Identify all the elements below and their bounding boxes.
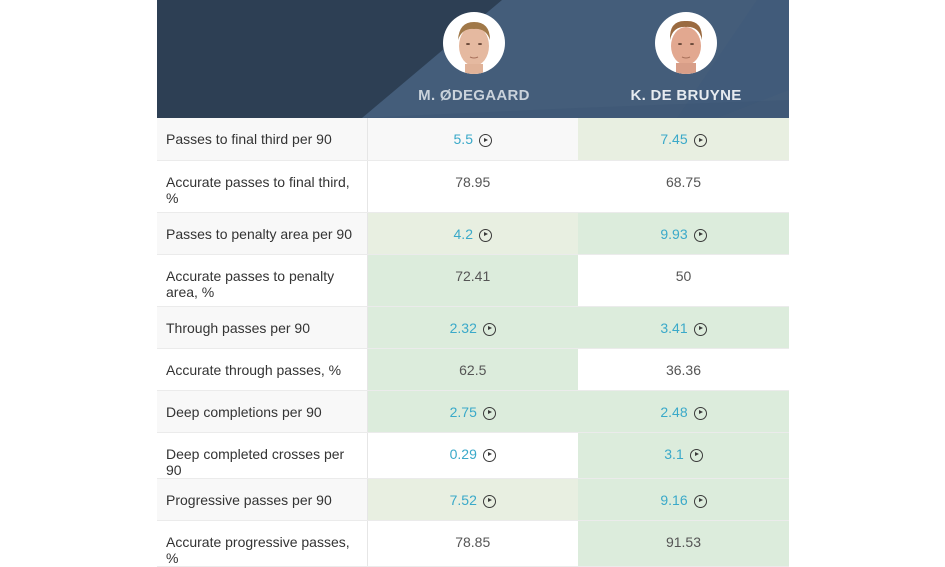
play-circle-icon[interactable] (689, 448, 703, 462)
table-row: Deep completed crosses per 90 0.29 3.1 (157, 432, 789, 479)
table-row: Accurate through passes, % 62.5 36.36 (157, 348, 789, 391)
stat-value-link[interactable]: 2.75 (449, 403, 477, 420)
stat-value-link[interactable]: 9.16 (660, 491, 688, 508)
value-cell-odegaard: 4.2 (367, 212, 578, 255)
value-cell-de-bruyne: 7.45 (578, 118, 789, 161)
stat-label: Accurate passes to penalty area, % (157, 254, 368, 307)
play-circle-icon[interactable] (693, 322, 707, 336)
stat-value-link[interactable]: 5.5 (453, 131, 473, 147)
value-cell-de-bruyne: 3.41 (578, 306, 789, 349)
stat-value: 36.36 (665, 361, 702, 378)
table-row: Accurate passes to final third, % 78.95 … (157, 160, 789, 213)
stat-value-link[interactable]: 0.29 (449, 445, 477, 462)
stat-label: Passes to penalty area per 90 (157, 212, 368, 255)
stat-label: Passes to final third per 90 (157, 118, 368, 161)
value-cell-odegaard: 2.32 (367, 306, 578, 349)
play-circle-icon[interactable] (478, 134, 492, 147)
play-circle-icon[interactable] (478, 228, 492, 242)
stat-label: Through passes per 90 (157, 306, 368, 349)
value-cell-odegaard: 0.29 (367, 432, 578, 479)
play-circle-icon[interactable] (482, 406, 496, 420)
stat-label: Accurate passes to final third, % (157, 160, 368, 213)
stat-value-link[interactable]: 2.32 (449, 319, 477, 336)
value-cell-de-bruyne: 2.48 (578, 390, 789, 433)
value-cell-odegaard: 7.52 (367, 478, 578, 521)
stat-value-link[interactable]: 3.41 (660, 319, 688, 336)
player-comparison-panel: M. ØDEGAARD K. DE BRUYNE Passes to final… (157, 0, 789, 567)
player-column-odegaard: M. ØDEGAARD (368, 12, 580, 104)
player-column-de-bruyne: K. DE BRUYNE (580, 12, 789, 104)
value-cell-de-bruyne: 91.53 (578, 520, 789, 567)
play-circle-icon[interactable] (482, 322, 496, 336)
play-circle-icon[interactable] (693, 228, 707, 242)
stat-label: Accurate progressive passes, % (157, 520, 368, 567)
stat-value: 78.95 (455, 173, 491, 190)
stat-label: Deep completions per 90 (157, 390, 368, 433)
player-name: M. ØDEGAARD (418, 87, 530, 104)
table-row: Accurate passes to penalty area, % 72.41… (157, 254, 789, 307)
value-cell-de-bruyne: 3.1 (578, 432, 789, 479)
value-cell-odegaard: 5.5 (367, 118, 578, 161)
value-cell-odegaard: 78.95 (367, 160, 578, 213)
player-photo-odegaard (458, 22, 490, 74)
table-row: Deep completions per 90 2.75 2.48 (157, 390, 789, 433)
table-row: Accurate progressive passes, % 78.85 91.… (157, 520, 789, 567)
stat-label: Deep completed crosses per 90 (157, 432, 368, 479)
play-circle-icon[interactable] (693, 134, 707, 147)
value-cell-odegaard: 72.41 (367, 254, 578, 307)
play-circle-icon[interactable] (482, 448, 496, 462)
play-circle-icon[interactable] (482, 494, 496, 508)
value-cell-de-bruyne: 68.75 (578, 160, 789, 213)
play-circle-icon[interactable] (693, 406, 707, 420)
stat-label: Accurate through passes, % (157, 348, 368, 391)
stat-value-link[interactable]: 4.2 (453, 225, 473, 242)
stat-label: Progressive passes per 90 (157, 478, 368, 521)
avatar (655, 12, 717, 74)
value-cell-de-bruyne: 50 (578, 254, 789, 307)
stat-value-link[interactable]: 2.48 (660, 403, 688, 420)
table-row: Progressive passes per 90 7.52 9.16 (157, 478, 789, 521)
stat-value: 68.75 (665, 173, 702, 190)
stat-value: 50 (675, 267, 692, 284)
stats-table: Passes to final third per 90 5.5 7.45 Ac… (157, 118, 789, 567)
value-cell-odegaard: 62.5 (367, 348, 578, 391)
stat-value-link[interactable]: 3.1 (664, 445, 684, 462)
player-photo-de-bruyne (669, 20, 703, 74)
stat-value-link[interactable]: 9.93 (660, 225, 688, 242)
stat-value: 78.85 (455, 533, 491, 550)
value-cell-odegaard: 2.75 (367, 390, 578, 433)
stat-value-link[interactable]: 7.45 (660, 131, 688, 147)
table-row: Passes to penalty area per 90 4.2 9.93 (157, 212, 789, 255)
comparison-header: M. ØDEGAARD K. DE BRUYNE (157, 0, 789, 118)
stat-value: 91.53 (665, 533, 702, 550)
play-circle-icon[interactable] (693, 494, 707, 508)
player-name: K. DE BRUYNE (630, 87, 742, 104)
value-cell-odegaard: 78.85 (367, 520, 578, 567)
avatar (443, 12, 505, 74)
table-row: Through passes per 90 2.32 3.41 (157, 306, 789, 349)
value-cell-de-bruyne: 9.93 (578, 212, 789, 255)
stat-value: 72.41 (455, 267, 491, 284)
table-row: Passes to final third per 90 5.5 7.45 (157, 118, 789, 161)
value-cell-de-bruyne: 36.36 (578, 348, 789, 391)
stat-value: 62.5 (459, 361, 487, 378)
value-cell-de-bruyne: 9.16 (578, 478, 789, 521)
stat-value-link[interactable]: 7.52 (449, 491, 477, 508)
